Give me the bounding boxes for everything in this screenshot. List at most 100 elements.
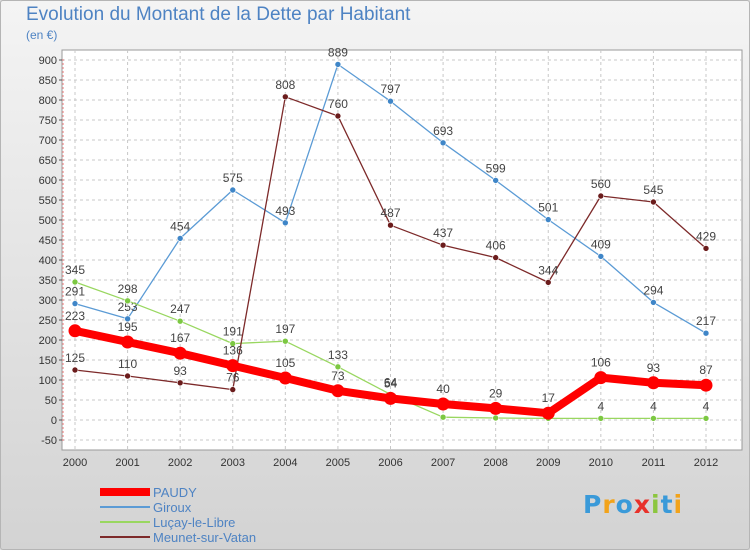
data-point [699, 378, 713, 392]
data-point [278, 371, 292, 385]
data-label: 406 [486, 239, 506, 253]
data-point [384, 391, 397, 405]
logo-letter: P [583, 490, 603, 519]
x-tick-label: 2012 [694, 457, 718, 469]
y-tick-label: 300 [39, 295, 57, 307]
data-point [597, 415, 605, 422]
data-point [226, 359, 240, 373]
data-point [229, 340, 237, 347]
logo-letter: r [602, 490, 616, 519]
data-point [439, 139, 447, 147]
data-point [334, 363, 342, 371]
data-point [124, 297, 131, 305]
data-label: 501 [538, 201, 558, 215]
data-label: 454 [170, 219, 190, 233]
legend: PAUDY Giroux Luçay-le-Libre Meunet-sur-V… [100, 485, 400, 545]
y-tick-label: 800 [39, 95, 57, 107]
data-label: 437 [433, 226, 453, 240]
y-tick-label: 500 [39, 215, 57, 227]
data-label: 167 [170, 331, 190, 345]
data-point [439, 413, 447, 421]
x-tick-label: 2006 [378, 457, 402, 469]
data-label: 345 [65, 263, 85, 277]
data-label: 136 [223, 344, 243, 358]
data-label: 197 [275, 322, 295, 336]
data-point [702, 245, 710, 252]
proxiti-logo: Proxiti [583, 490, 683, 519]
legend-swatch [100, 536, 150, 538]
data-point [121, 335, 135, 349]
logo-letter: o [615, 490, 634, 519]
data-point [282, 337, 289, 345]
legend-swatch [100, 488, 150, 496]
legend-item: Meunet-sur-Vatan [100, 530, 400, 545]
unit-label: (en €) [26, 28, 58, 42]
data-point [68, 324, 82, 338]
data-label: 93 [173, 364, 187, 378]
x-tick-label: 2001 [115, 457, 139, 469]
legend-label: Meunet-sur-Vatan [153, 530, 257, 545]
data-label: 294 [643, 283, 663, 297]
data-point [229, 186, 237, 194]
y-tick-label: 750 [39, 115, 57, 127]
legend-swatch [100, 521, 150, 523]
data-label: 797 [380, 82, 400, 96]
data-label: 4 [703, 399, 710, 413]
data-point [176, 235, 184, 242]
x-tick-label: 2010 [589, 457, 613, 469]
data-point [544, 279, 552, 286]
data-label: 106 [591, 356, 611, 370]
data-label: 560 [591, 177, 611, 191]
data-label: 191 [223, 325, 243, 339]
data-point [71, 300, 79, 307]
data-point [387, 221, 394, 229]
legend-label: PAUDY [153, 485, 197, 500]
data-point [334, 112, 342, 120]
data-point [331, 384, 345, 398]
legend-item: Giroux [100, 500, 400, 515]
legend-item: Luçay-le-Libre [100, 515, 400, 530]
data-label: 487 [380, 206, 400, 220]
logo-letter: x [633, 490, 651, 519]
data-point [71, 366, 79, 374]
y-tick-label: 350 [39, 275, 57, 287]
data-point [124, 315, 131, 323]
data-label: 344 [538, 263, 558, 277]
data-point [387, 97, 394, 105]
data-label: 889 [328, 45, 348, 59]
data-label: 575 [223, 171, 243, 185]
data-label: 87 [699, 363, 713, 377]
data-point [436, 397, 450, 411]
legend-label: Luçay-le-Libre [153, 515, 236, 530]
x-tick-label: 2003 [221, 457, 245, 469]
y-tick-label: 150 [39, 355, 57, 367]
logo-letter: t [660, 490, 674, 519]
data-point [702, 329, 710, 337]
x-tick-label: 2008 [483, 457, 507, 469]
y-tick-label: 700 [39, 135, 57, 147]
data-point [650, 299, 657, 306]
data-point [702, 415, 710, 422]
data-label: 29 [489, 386, 503, 400]
data-label: 599 [486, 161, 506, 175]
data-label: 73 [331, 369, 345, 383]
data-point [597, 253, 605, 260]
data-point [282, 93, 289, 101]
data-label: 429 [696, 229, 716, 243]
y-tick-label: 600 [39, 175, 57, 187]
data-point [282, 219, 289, 227]
data-point [176, 379, 184, 387]
y-tick-label: 850 [39, 75, 57, 87]
legend-item: PAUDY [100, 485, 400, 500]
legend-swatch [100, 506, 150, 508]
data-label: 4 [650, 399, 657, 413]
data-point [173, 346, 187, 360]
x-tick-label: 2009 [536, 457, 560, 469]
data-label: 298 [118, 282, 138, 296]
data-point [489, 401, 503, 415]
data-label: 110 [118, 357, 137, 371]
x-tick-label: 2002 [168, 457, 192, 469]
x-tick-label: 2005 [326, 457, 350, 469]
data-point [492, 177, 499, 184]
